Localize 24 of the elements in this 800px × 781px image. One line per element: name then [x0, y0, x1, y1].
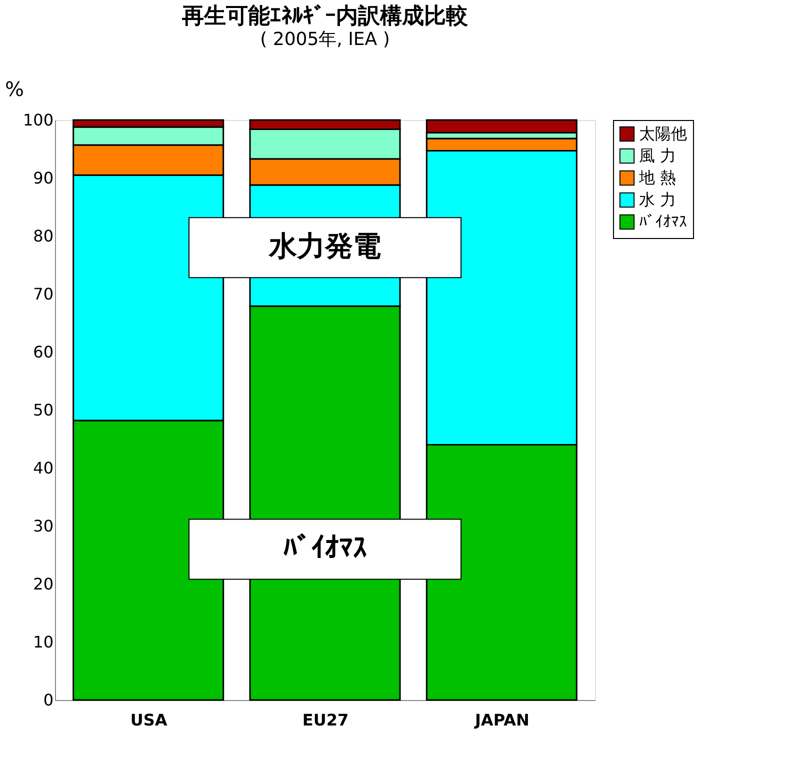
y-tick-label: 30 [33, 516, 54, 536]
annotation: ﾊﾞｲｵﾏｽ [283, 531, 367, 564]
legend-label: ﾊﾞｲｵﾏｽ [639, 212, 687, 231]
y-tick-label: 10 [33, 632, 54, 652]
legend-label: 水 力 [639, 190, 676, 209]
y-tick-label: 50 [33, 400, 54, 420]
y-tick-label: 70 [33, 284, 54, 304]
annotation: 水力発電 [268, 230, 381, 263]
legend-label: 太陽他 [639, 124, 687, 143]
x-tick-label: EU27 [302, 710, 349, 730]
y-tick-label: 20 [33, 574, 54, 594]
y-tick-label: 80 [33, 226, 54, 246]
chart-subtitle: ( 2005年, IEA ) [260, 29, 390, 50]
chart-title: 再生可能ｴﾈﾙｷﾞｰ内訳構成比較 [181, 4, 469, 29]
y-tick-label: 40 [33, 458, 54, 478]
x-tick-label: JAPAN [474, 710, 530, 730]
y-tick-label: 60 [33, 342, 54, 362]
legend-label: 風 力 [639, 146, 676, 165]
y-axis-title: % [5, 77, 24, 101]
y-tick-label: 0 [43, 690, 54, 710]
y-tick-label: 100 [22, 110, 54, 130]
x-tick-label: USA [130, 710, 168, 730]
y-tick-label: 90 [33, 168, 54, 188]
legend-label: 地 熱 [638, 168, 676, 187]
